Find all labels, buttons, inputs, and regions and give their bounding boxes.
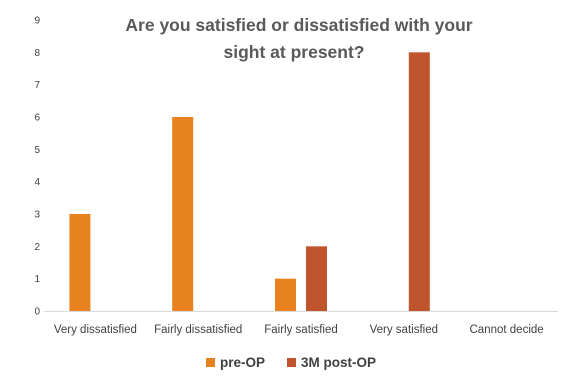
y-tick-label: 2 xyxy=(34,242,40,253)
chart-title: Are you satisfied or dissatisfied with y… xyxy=(125,15,472,62)
y-tick-label: 0 xyxy=(34,307,40,318)
x-category-label: Cannot decide xyxy=(470,324,544,336)
y-tick-label: 7 xyxy=(34,80,40,91)
chart-title-line-1: Are you satisfied or dissatisfied with y… xyxy=(125,15,472,35)
y-tick-label: 4 xyxy=(34,177,40,188)
y-tick-label: 6 xyxy=(34,113,40,124)
chart-title-line-2: sight at present? xyxy=(224,42,365,62)
y-tick-label: 9 xyxy=(34,16,40,27)
y-tick-label: 3 xyxy=(34,210,40,221)
x-axis-category-labels: Very dissatisfied Fairly dissatisfied Fair… xyxy=(54,324,544,336)
legend-label: 3M post-OP xyxy=(301,355,376,370)
legend-label: pre-OP xyxy=(220,355,265,370)
y-tick-label: 5 xyxy=(34,145,40,156)
bar-series xyxy=(69,52,430,311)
bar-pre-op xyxy=(69,214,91,311)
legend: pre-OP 3M post-OP xyxy=(206,355,376,370)
x-category-label: Very satisfied xyxy=(370,324,438,336)
bar-pre-op xyxy=(275,278,296,311)
x-category-label: Very dissatisfied xyxy=(54,324,137,336)
legend-swatch xyxy=(206,358,215,367)
y-tick-label: 1 xyxy=(34,274,40,285)
x-category-label: Fairly satisfied xyxy=(264,324,338,336)
y-axis-tick-labels: 0 1 2 3 4 5 6 7 8 9 xyxy=(34,16,40,318)
x-category-label: Fairly dissatisfied xyxy=(154,324,242,336)
legend-swatch xyxy=(287,358,296,367)
bar-3m-post-op xyxy=(408,52,430,311)
y-tick-label: 8 xyxy=(34,48,40,59)
bar-pre-op xyxy=(172,117,194,311)
bar-3m-post-op xyxy=(306,246,327,311)
